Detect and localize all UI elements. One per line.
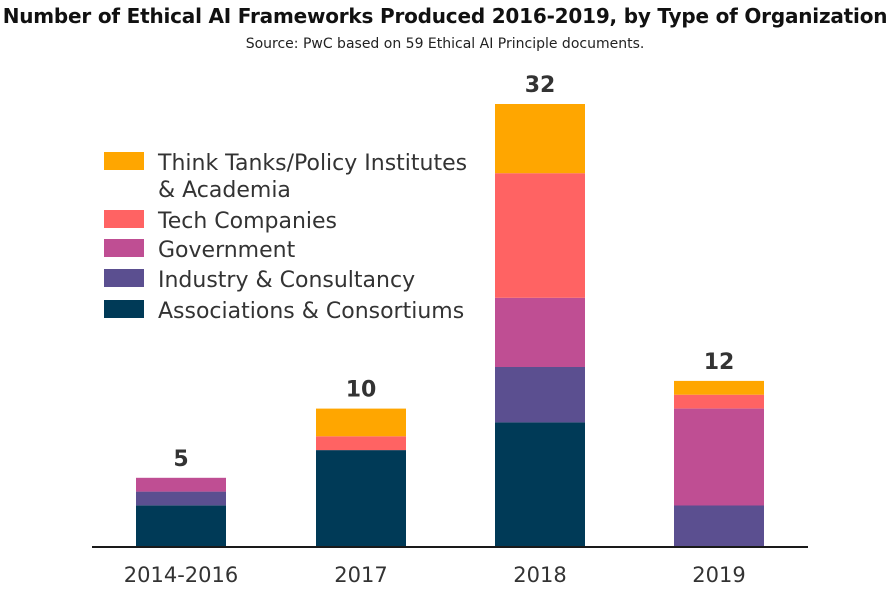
legend-label: Tech Companies bbox=[157, 209, 337, 234]
bar-segment bbox=[136, 505, 226, 547]
total-label: 5 bbox=[173, 447, 188, 472]
bar-segment bbox=[674, 505, 764, 547]
legend-swatch bbox=[104, 239, 144, 257]
legend-label: Associations & Consortiums bbox=[158, 299, 464, 324]
total-label: 12 bbox=[704, 350, 735, 375]
total-label: 10 bbox=[346, 378, 377, 403]
legend-swatch bbox=[104, 269, 144, 287]
bar-segment bbox=[495, 367, 585, 423]
bar-segment bbox=[674, 394, 764, 409]
legend-swatch bbox=[104, 300, 144, 318]
bar-segment bbox=[316, 436, 406, 451]
x-tick-label: 2019 bbox=[692, 563, 745, 587]
bar-segment bbox=[136, 477, 226, 492]
bar-segment bbox=[674, 380, 764, 395]
legend-label: & Academia bbox=[158, 178, 291, 203]
bar-segment bbox=[495, 173, 585, 298]
legend-label: Government bbox=[158, 238, 296, 263]
chart-title: Number of Ethical AI Frameworks Produced… bbox=[2, 4, 888, 28]
bar-segment bbox=[316, 408, 406, 437]
legend-swatch bbox=[104, 152, 144, 170]
x-tick-label: 2018 bbox=[513, 563, 566, 587]
legend-swatch bbox=[104, 210, 144, 228]
x-tick-label: 2017 bbox=[334, 563, 387, 587]
total-label: 32 bbox=[525, 73, 556, 98]
bar-segment bbox=[136, 491, 226, 506]
x-tick-labels: 2014-2016 2017 2018 2019 bbox=[124, 563, 746, 587]
legend-label: Industry & Consultancy bbox=[158, 268, 415, 293]
bar-segment bbox=[316, 450, 406, 547]
chart-subtitle: Source: PwC based on 59 Ethical AI Princ… bbox=[245, 36, 645, 52]
bar-segment bbox=[495, 422, 585, 547]
bars-group bbox=[136, 104, 764, 547]
bar-segment bbox=[495, 297, 585, 367]
legend-label: Think Tanks/Policy Institutes bbox=[157, 151, 467, 176]
total-labels: 5 10 32 12 bbox=[173, 73, 734, 472]
legend: Think Tanks/Policy Institutes& Academia T… bbox=[104, 151, 467, 324]
bar-segment bbox=[495, 104, 585, 174]
x-tick-label: 2014-2016 bbox=[124, 563, 238, 587]
bar-segment bbox=[674, 408, 764, 506]
